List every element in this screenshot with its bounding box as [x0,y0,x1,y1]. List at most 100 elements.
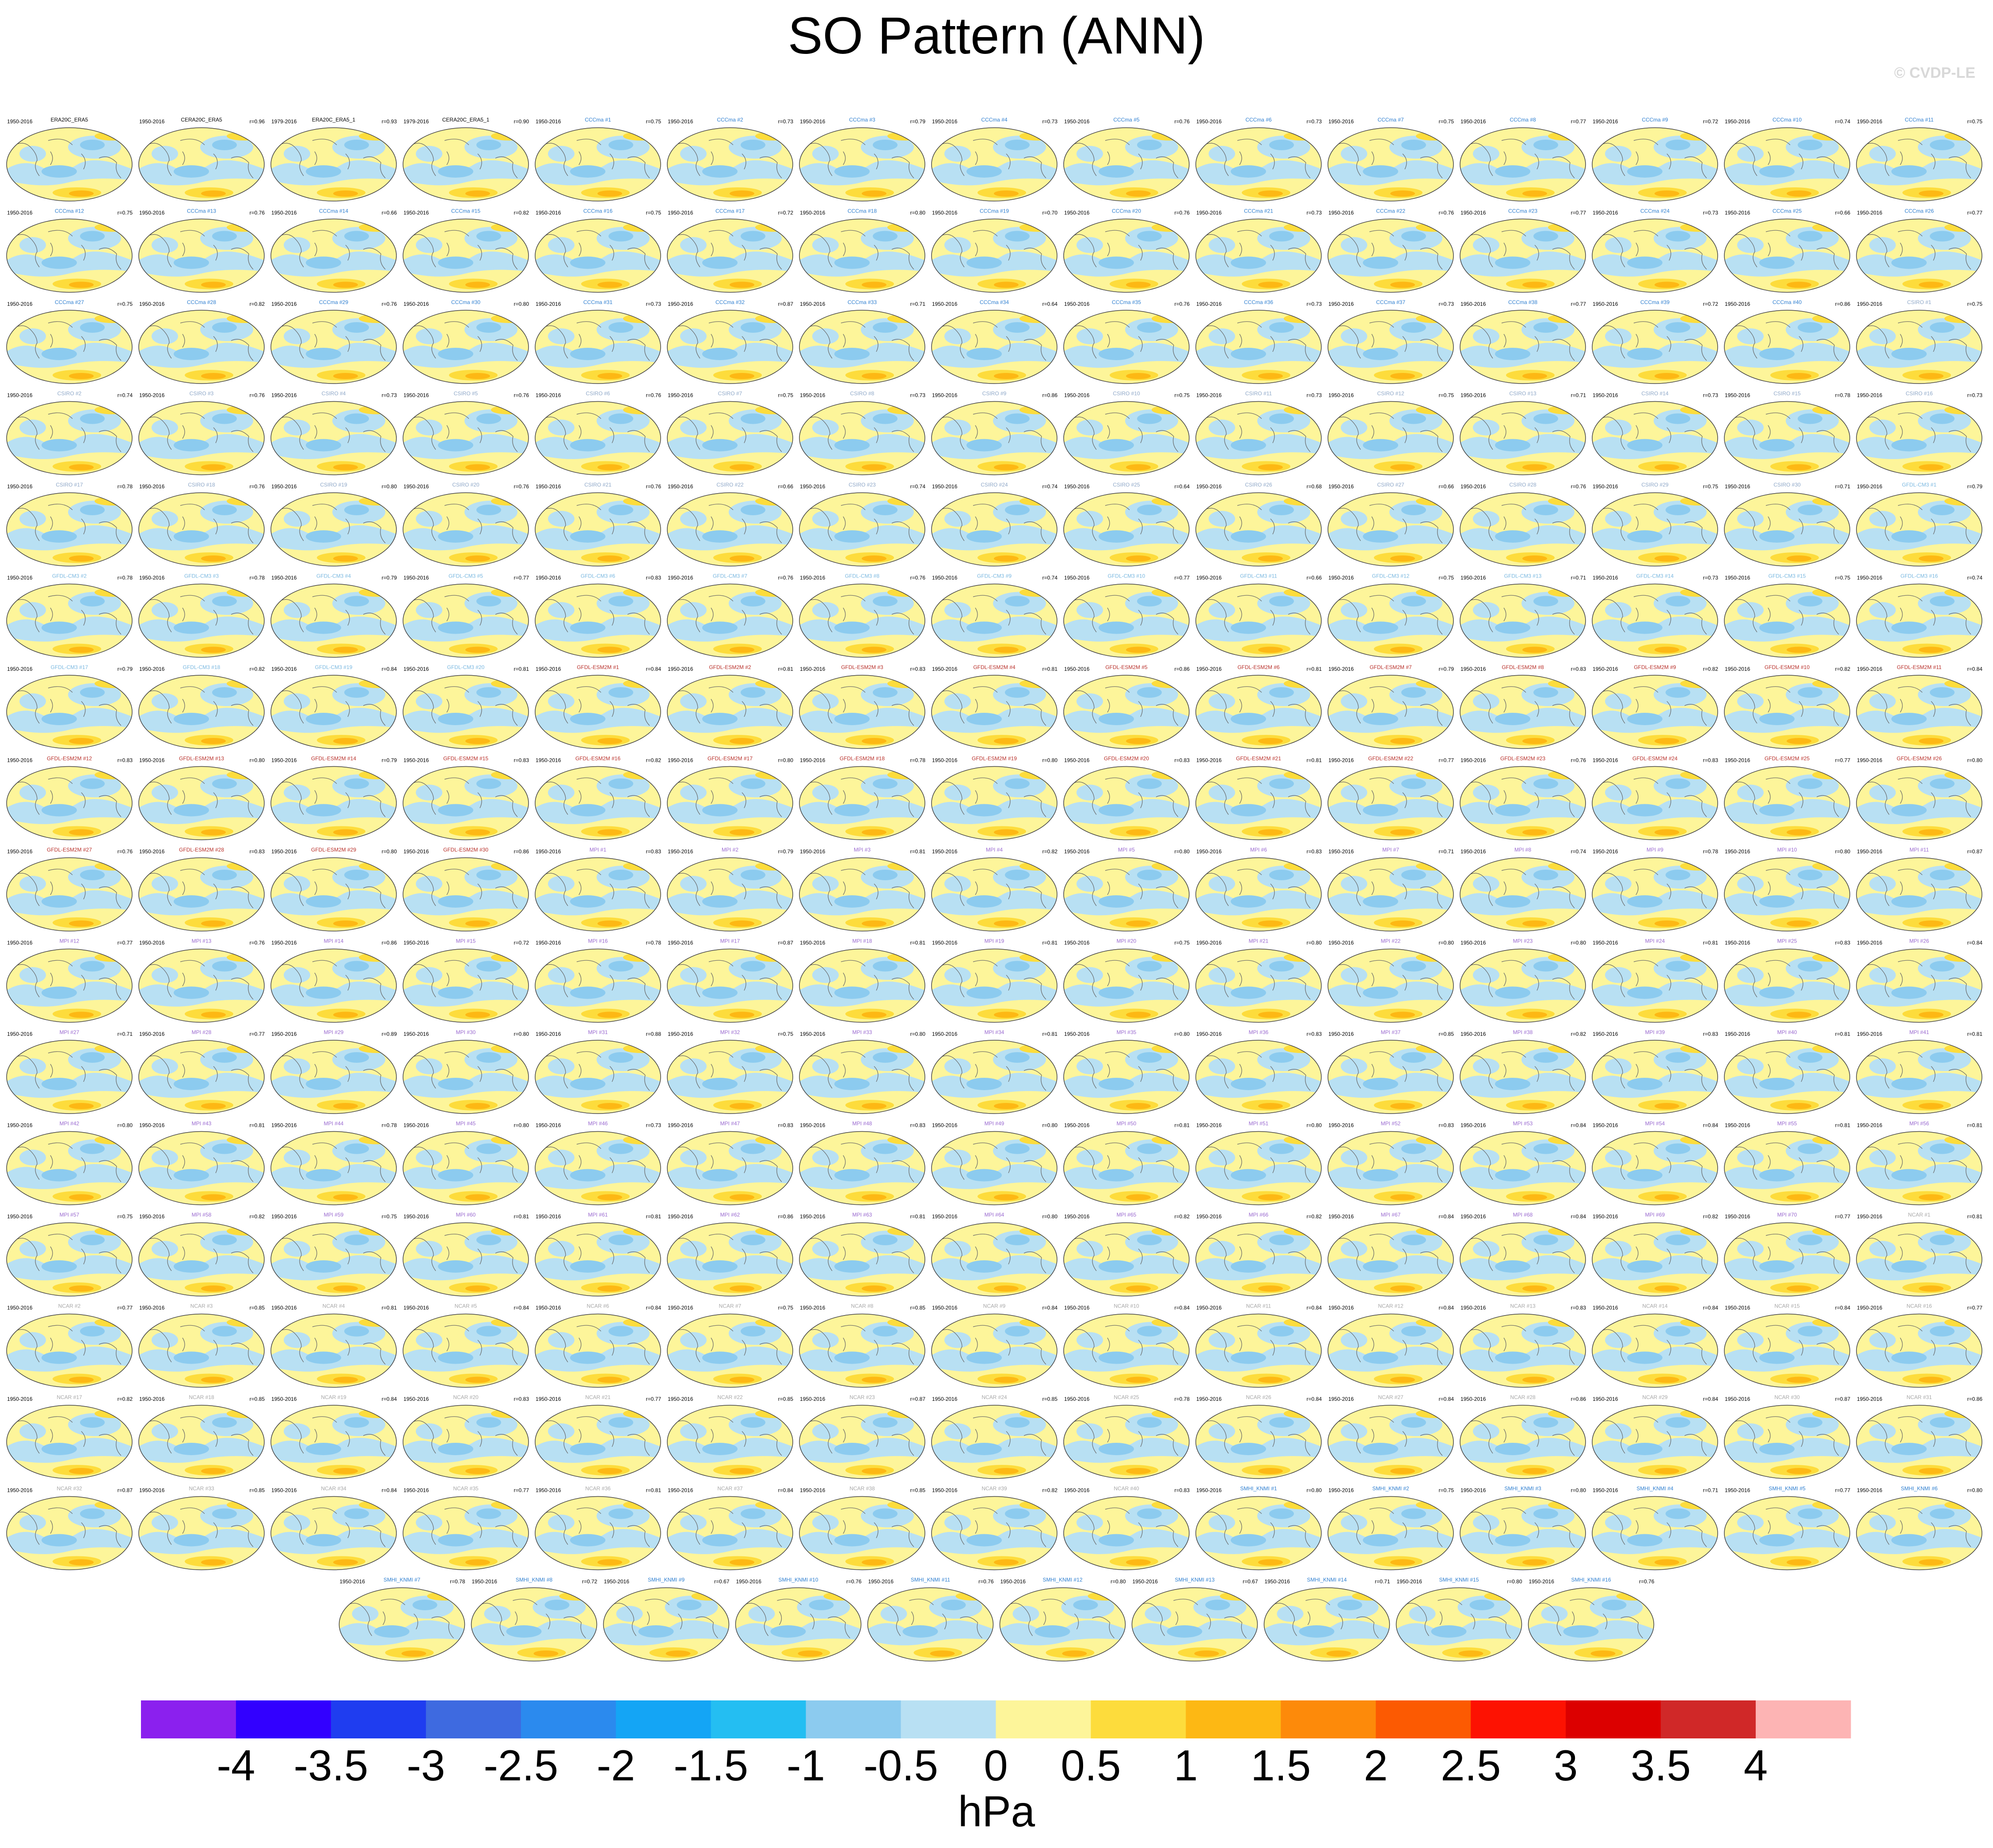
panel-name: NCAR #10 [1114,1303,1139,1309]
panel-period: 1950-2016 [403,848,429,855]
map [1724,127,1850,202]
panel-name: GFDL-CM3 #11 [1240,573,1277,579]
panels: 1950-2016 ERA20C_ERA5 1950-2016 CERA20C_ERA… [6,117,1982,1662]
map-panel: 1950-2016 CSIRO #12 r=0.75 [1327,391,1454,475]
panel-r: r=0.80 [514,1122,529,1129]
panel-period: 1950-2016 [1593,1122,1618,1129]
panel-period: 1950-2016 [668,1396,693,1402]
panel-name: NCAR #33 [189,1486,214,1492]
panel-name: GFDL-CM3 #19 [315,664,353,670]
map [667,1496,793,1570]
panel-period: 1950-2016 [1265,1578,1290,1585]
panel-period: 1950-2016 [1857,940,1883,946]
panel-name: CSIRO #24 [981,482,1008,488]
map-panel: 1950-2016 GFDL-ESM2M #4 r=0.81 [931,664,1057,749]
map-panel: 1950-2016 CSIRO #10 r=0.75 [1063,391,1190,475]
panel-name: CSIRO #27 [1377,482,1404,488]
map [270,949,397,1023]
map [1063,1496,1190,1570]
panel-name: GFDL-ESM2M #17 [707,756,753,762]
map-panel: 1950-2016 GFDL-ESM2M #12 r=0.83 [6,756,133,840]
panel-r: r=0.76 [250,940,265,946]
map [270,584,397,658]
panel-period: 1950-2016 [668,1305,693,1311]
map-panel: 1950-2016 CSIRO #23 r=0.74 [799,482,925,567]
panel-name: GFDL-CM3 #1 [1902,482,1936,488]
map-panel: 1950-2016 MPI #61 r=0.81 [535,1212,661,1297]
panel-name: GFDL-ESM2M #13 [179,756,224,762]
panel-period: 1950-2016 [7,210,33,216]
map [1528,1587,1654,1662]
panel-name: NCAR #24 [981,1394,1007,1400]
panel-name: MPI #39 [1645,1029,1665,1035]
panel-name: GFDL-ESM2M #1 [577,664,619,670]
panel-name: MPI #7 [1382,847,1399,853]
panel-period: 1950-2016 [472,1578,498,1585]
map [6,401,133,475]
panel-period: 1950-2016 [1064,757,1090,764]
panel-period: 1950-2016 [139,1305,165,1311]
map-panel: 1950-2016 MPI #37 r=0.85 [1327,1029,1454,1114]
map [799,1405,925,1479]
map [1592,310,1718,384]
panel-r: r=0.73 [910,392,926,399]
map-panel: 1950-2016 GFDL-CM3 #5 r=0.77 [403,573,529,658]
panel-name: CSIRO #20 [452,482,479,488]
panel-name: MPI #63 [852,1212,872,1218]
map [1724,1222,1850,1297]
map [931,1496,1057,1570]
map [799,766,925,840]
panel-name: GFDL-CM3 #3 [184,573,219,579]
panel-name: GFDL-ESM2M #11 [1897,664,1941,670]
map [1195,1131,1322,1205]
map-panel: 1950-2016 MPI #12 r=0.77 [6,938,133,1023]
panel-period: 1950-2016 [1196,848,1222,855]
panel-name: MPI #38 [1513,1029,1533,1035]
panel-period: 1950-2016 [536,848,561,855]
panel-name: SMHI_KNMI #16 [1571,1577,1611,1583]
panel-r: r=0.84 [646,666,662,672]
panel-period: 1950-2016 [1064,1396,1090,1402]
panel-period: 1950-2016 [536,483,561,490]
panel-r: r=0.87 [910,1396,926,1402]
panel-r: r=0.66 [382,210,397,216]
panel-r: r=0.80 [250,757,265,764]
panel-r: r=0.85 [1042,1396,1058,1402]
panel-r: r=0.83 [1571,666,1586,672]
map-panel: 1979-2016 CERA20C_ERA5_1 r=0.90 [403,117,529,202]
map-panel: 1950-2016 CCCma #37 r=0.73 [1327,299,1454,384]
panel-period: 1950-2016 [932,848,958,855]
panel-name: MPI #14 [324,938,344,944]
panel-r: r=0.80 [1571,1487,1586,1494]
map-panel: 1950-2016 MPI #66 r=0.82 [1195,1212,1322,1297]
panel-r: r=0.73 [1307,210,1322,216]
panel-name: MPI #28 [192,1029,212,1035]
panel-name: MPI #4 [986,847,1003,853]
map-panel: 1950-2016 CSIRO #3 r=0.76 [138,391,265,475]
panel-r: r=0.74 [1042,575,1058,581]
panel-name: MPI #16 [588,938,608,944]
panel-r: r=0.85 [778,1396,794,1402]
map-panel: 1950-2016 CSIRO #26 r=0.68 [1195,482,1322,567]
map [1856,401,1982,475]
panel-period: 1950-2016 [7,1122,33,1129]
map-panel: 1950-2016 CCCma #9 r=0.72 [1592,117,1718,202]
map [603,1587,730,1662]
panel-period: 1950-2016 [536,1213,561,1220]
map [1460,401,1586,475]
panel-period: 1950-2016 [7,1031,33,1037]
panel-r: r=0.71 [1835,483,1851,490]
map-panel: 1950-2016 CCCma #29 r=0.76 [270,299,397,384]
map-panel: 1950-2016 MPI #67 r=0.84 [1327,1212,1454,1297]
panel-name: MPI #8 [1514,847,1531,853]
panel-r: r=0.86 [1967,1396,1983,1402]
map [1327,310,1454,384]
panel-period: 1950-2016 [536,666,561,672]
map [1063,1040,1190,1114]
map-panel: 1950-2016 CCCma #39 r=0.72 [1592,299,1718,384]
map-panel: 1950-2016 SMHI_KNMI #7 r=0.78 [339,1577,465,1662]
map [1856,949,1982,1023]
panel-period: 1950-2016 [1064,1305,1090,1311]
map [1856,1314,1982,1388]
map-panel: 1950-2016 CCCma #15 r=0.82 [403,208,529,293]
